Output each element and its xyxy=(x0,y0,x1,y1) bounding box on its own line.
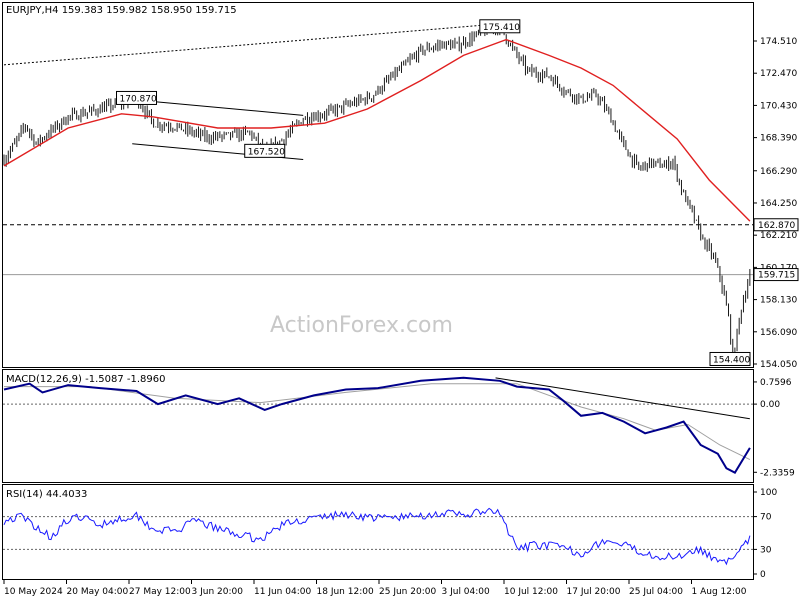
trendline-1 xyxy=(132,99,304,116)
price-annotation-box xyxy=(709,351,751,366)
rsi-layer xyxy=(3,507,753,566)
x-tick-label-18 Jun 12:00: 18 Jun 12:00 xyxy=(317,587,374,597)
macd-tick-label-0.7596: 0.7596 xyxy=(760,378,792,388)
price-layer: 175.410 170.870 167.520 154.400 xyxy=(3,19,753,366)
macd-label: MACD(12,26,9) -1.5087 -1.8960 xyxy=(6,374,166,385)
y-tick-label-164.250: 164.250 xyxy=(760,199,797,209)
price-annotation-167.520: 167.520 xyxy=(248,147,285,157)
macd-layer xyxy=(3,376,753,475)
y-tick-label-156.090: 156.090 xyxy=(760,328,797,338)
rsi-tick-label-30: 30 xyxy=(760,545,772,555)
price-annotation-175.410: 175.410 xyxy=(483,23,520,33)
y-tick-label-154.050: 154.050 xyxy=(760,360,797,370)
price-annotation-box xyxy=(479,19,521,34)
rsi-panel-frame xyxy=(2,484,754,580)
rsi-tick-label-100: 100 xyxy=(760,488,777,498)
level-tag-159.715: 159.715 xyxy=(758,271,795,281)
y-tick-label-174.510: 174.510 xyxy=(760,37,797,47)
x-tick-label-11 Jun 04:00: 11 Jun 04:00 xyxy=(254,587,311,597)
x-tick-label-3 Jun 20:00: 3 Jun 20:00 xyxy=(192,587,244,597)
macd-tick-label--2.3359: -2.3359 xyxy=(760,468,795,478)
y-tick-label-166.290: 166.290 xyxy=(760,167,797,177)
x-tick-label-3 Jul 04:00: 3 Jul 04:00 xyxy=(442,587,491,597)
x-tick-label-27 May 12:00: 27 May 12:00 xyxy=(129,587,191,597)
y-tick-label-162.210: 162.210 xyxy=(760,231,797,241)
trendline-0 xyxy=(3,23,500,66)
macd-tick-label-0.00: 0.00 xyxy=(760,400,780,410)
price-annotation-box xyxy=(244,143,286,158)
rsi-tick-label-70: 70 xyxy=(760,513,772,523)
level-tag-162.870: 162.870 xyxy=(758,221,795,231)
axis-layer: 174.510 172.470 170.430 168.390 166.290 164.2… xyxy=(3,37,799,597)
x-tick-label-20 May 04:00: 20 May 04:00 xyxy=(67,587,129,597)
y-tick-label-170.430: 170.430 xyxy=(760,101,797,111)
moving-average-line xyxy=(3,38,751,222)
level-tag-box xyxy=(753,218,799,232)
price-annotation-154.400: 154.400 xyxy=(713,355,750,365)
rsi-line xyxy=(3,507,751,566)
rsi-label: RSI(14) 44.4033 xyxy=(6,489,87,500)
y-tick-label-158.130: 158.130 xyxy=(760,296,797,306)
x-tick-label-10 Jul 12:00: 10 Jul 12:00 xyxy=(504,587,558,597)
chart-title: EURJPY,H4 159.383 159.982 158.950 159.71… xyxy=(6,5,237,16)
macd-panel-frame xyxy=(2,369,754,483)
x-tick-label-25 Jun 20:00: 25 Jun 20:00 xyxy=(379,587,436,597)
x-tick-label-25 Jul 04:00: 25 Jul 04:00 xyxy=(629,587,683,597)
macd-trendline xyxy=(495,377,750,420)
x-tick-label-1 Aug 12:00: 1 Aug 12:00 xyxy=(692,587,747,597)
watermark: ActionForex.com xyxy=(270,313,453,338)
y-tick-label-168.390: 168.390 xyxy=(760,134,797,144)
macd-line xyxy=(3,376,751,475)
price-panel-frame xyxy=(2,2,754,368)
y-tick-label-172.470: 172.470 xyxy=(760,69,797,79)
price-annotation-170.870: 170.870 xyxy=(120,94,157,104)
price-annotation-box xyxy=(116,90,158,105)
x-tick-label-10 May 2024: 10 May 2024 xyxy=(4,587,63,597)
rsi-tick-label-0: 0 xyxy=(760,570,766,580)
x-tick-label-17 Jul 20:00: 17 Jul 20:00 xyxy=(567,587,621,597)
level-tag-box xyxy=(753,268,799,282)
